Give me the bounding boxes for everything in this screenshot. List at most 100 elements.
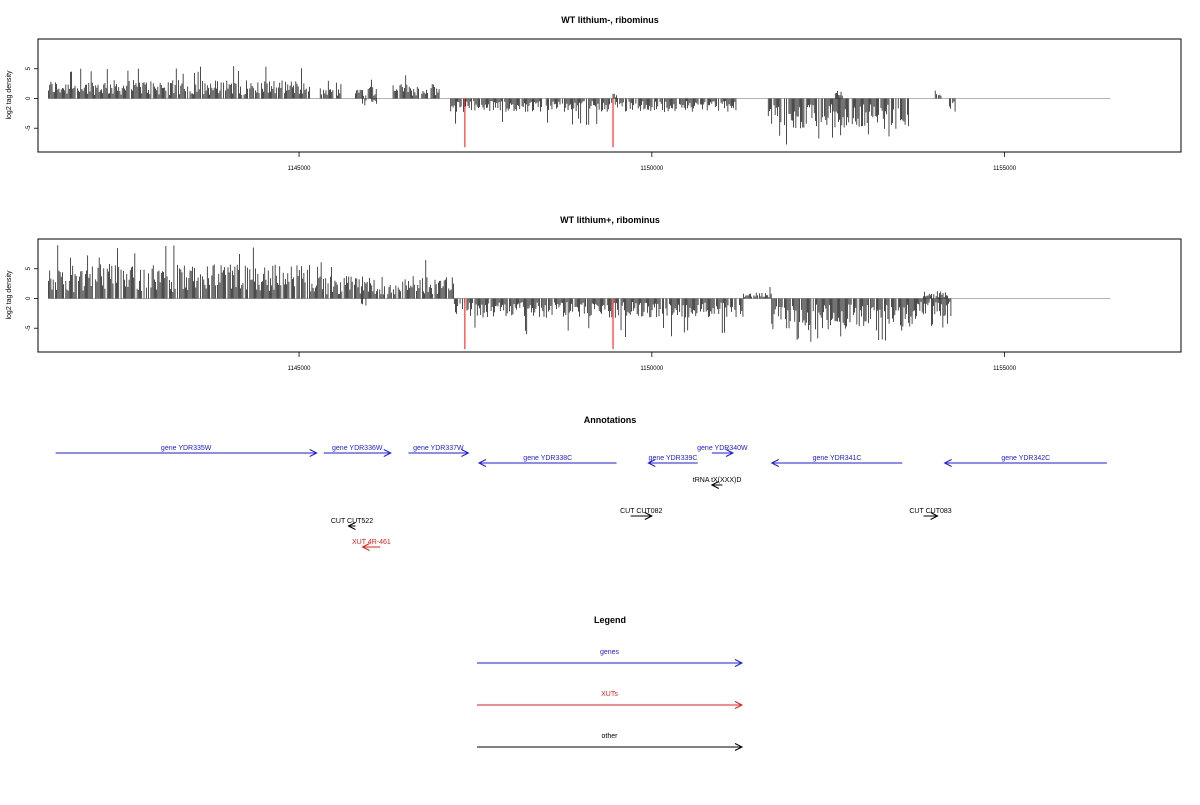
feature-label: CUT CUT083	[909, 508, 951, 515]
signal-bars-path	[392, 75, 440, 99]
panel-title: WT lithium+, ribominus	[560, 215, 660, 225]
signal-bars	[48, 66, 1111, 148]
x-tick-label: 1145000	[288, 166, 312, 172]
y-tick-label: -5	[26, 125, 32, 131]
annotations-title: Annotations	[584, 415, 637, 425]
signal-segment	[834, 90, 843, 99]
legend: Legend genes XUTs other	[477, 615, 744, 751]
signal-bars	[48, 245, 1111, 350]
signal-segment	[355, 79, 377, 99]
y-axis: 5 0 -5	[26, 266, 38, 331]
arrow-head-icon	[361, 543, 370, 551]
arrow-head-icon	[477, 459, 487, 467]
signal-bars-path	[360, 298, 367, 306]
feature-label: gene YDR338C	[523, 455, 572, 462]
feature-label: XUT 4R-461	[352, 539, 391, 546]
feature-arrows: gene YDR335W gene YDR336W gene YDR337W gene…	[55, 445, 1107, 551]
x-tick-label: 1145000	[288, 366, 312, 372]
feature-label: CUT CUT082	[620, 508, 662, 515]
x-axis: 1145000 1150000 1155000	[288, 352, 1017, 372]
x-axis: 1145000 1150000 1155000	[288, 152, 1017, 172]
annotation-feature: gene YDR337W	[408, 445, 470, 457]
x-tick-label: 1155000	[993, 366, 1017, 372]
legend-label: XUTs	[601, 691, 618, 698]
signal-segment	[392, 75, 440, 99]
signal-segment	[48, 66, 310, 99]
feature-label: gene YDR335W	[161, 445, 212, 452]
signal-segment	[362, 98, 377, 106]
track-panel-lithium-minus: WT lithium-, ribominus log2 tag density …	[6, 15, 1182, 172]
arrow-head-icon	[930, 512, 939, 520]
feature-label: gene YDR340W	[697, 445, 748, 452]
signal-bars-path	[310, 260, 454, 299]
signal-segment	[923, 291, 948, 299]
signal-bars-path	[450, 98, 737, 125]
signal-segment	[948, 98, 956, 112]
arrow-head-icon	[461, 449, 470, 457]
feature-label: CUT CUT522	[331, 518, 373, 525]
signal-bars-path	[948, 98, 956, 112]
feature-label: gene YDR341C	[813, 455, 862, 462]
legend-label: other	[602, 733, 619, 740]
signal-bars-path	[355, 79, 377, 99]
legend-entry: genes	[477, 649, 744, 667]
arrow-head-icon	[383, 449, 392, 457]
annotation-feature: tRNA tX(XXX)D	[693, 477, 742, 489]
plot-frame	[37, 38, 1182, 153]
signal-segment	[310, 260, 454, 299]
annotation-feature: XUT 4R-461	[352, 539, 391, 551]
arrow-head-icon	[644, 512, 653, 520]
annotation-feature: gene YDR340W	[697, 445, 748, 457]
arrow-head-icon	[770, 459, 780, 467]
annotation-feature: CUT CUT082	[620, 508, 662, 520]
panel-title: WT lithium-, ribominus	[561, 15, 659, 25]
annotation-feature: gene YDR342C	[943, 455, 1107, 467]
arrow-head-icon	[943, 459, 952, 467]
legend-title: Legend	[594, 615, 626, 625]
feature-label: tRNA tX(XXX)D	[693, 477, 742, 484]
signal-segment	[360, 298, 367, 306]
annotation-feature: gene YDR335W	[55, 445, 318, 457]
signal-bars-path	[923, 291, 948, 299]
y-tick-label: 0	[26, 296, 32, 300]
arrow-head-icon	[347, 522, 356, 530]
y-axis-label: log2 tag density	[6, 270, 13, 320]
x-tick-label: 1150000	[640, 366, 664, 372]
signal-bars-path	[743, 286, 772, 299]
plot-frame	[37, 238, 1182, 353]
annotation-feature: gene YDR339C	[647, 455, 698, 467]
signal-bars-path	[48, 66, 310, 99]
y-tick-label: 5	[26, 266, 32, 270]
annotation-feature: CUT CUT083	[909, 508, 952, 520]
feature-label: gene YDR336W	[332, 445, 383, 452]
arrow-head-icon	[734, 701, 744, 709]
legend-entry: other	[477, 733, 744, 751]
signal-bars-path	[767, 98, 909, 145]
y-tick-label: 0	[26, 96, 32, 100]
annotation-track: Annotations gene YDR335W gene YDR336W gene…	[55, 415, 1107, 551]
signal-bars-path	[453, 298, 744, 337]
signal-segment	[916, 298, 952, 328]
signal-segment	[934, 90, 942, 99]
signal-bars-path	[771, 298, 916, 342]
signal-segment	[743, 286, 772, 299]
signal-segment	[767, 98, 909, 145]
y-axis: 5 0 -5	[26, 66, 38, 131]
signal-segment	[771, 298, 916, 342]
annotation-feature: gene YDR338C	[477, 455, 617, 467]
signal-segment	[612, 93, 617, 99]
feature-label: gene YDR337W	[413, 445, 464, 452]
signal-bars-path	[362, 98, 377, 106]
arrow-head-icon	[647, 459, 656, 467]
signal-bars-path	[48, 245, 310, 299]
legend-items: genes XUTs other	[477, 649, 744, 751]
signal-bars-path	[916, 298, 952, 328]
arrow-head-icon	[710, 481, 720, 489]
x-tick-label: 1150000	[640, 166, 664, 172]
arrow-head-icon	[725, 449, 735, 457]
signal-bars-path	[934, 90, 942, 99]
annotation-feature: gene YDR341C	[770, 455, 903, 467]
signal-segment	[453, 298, 744, 337]
